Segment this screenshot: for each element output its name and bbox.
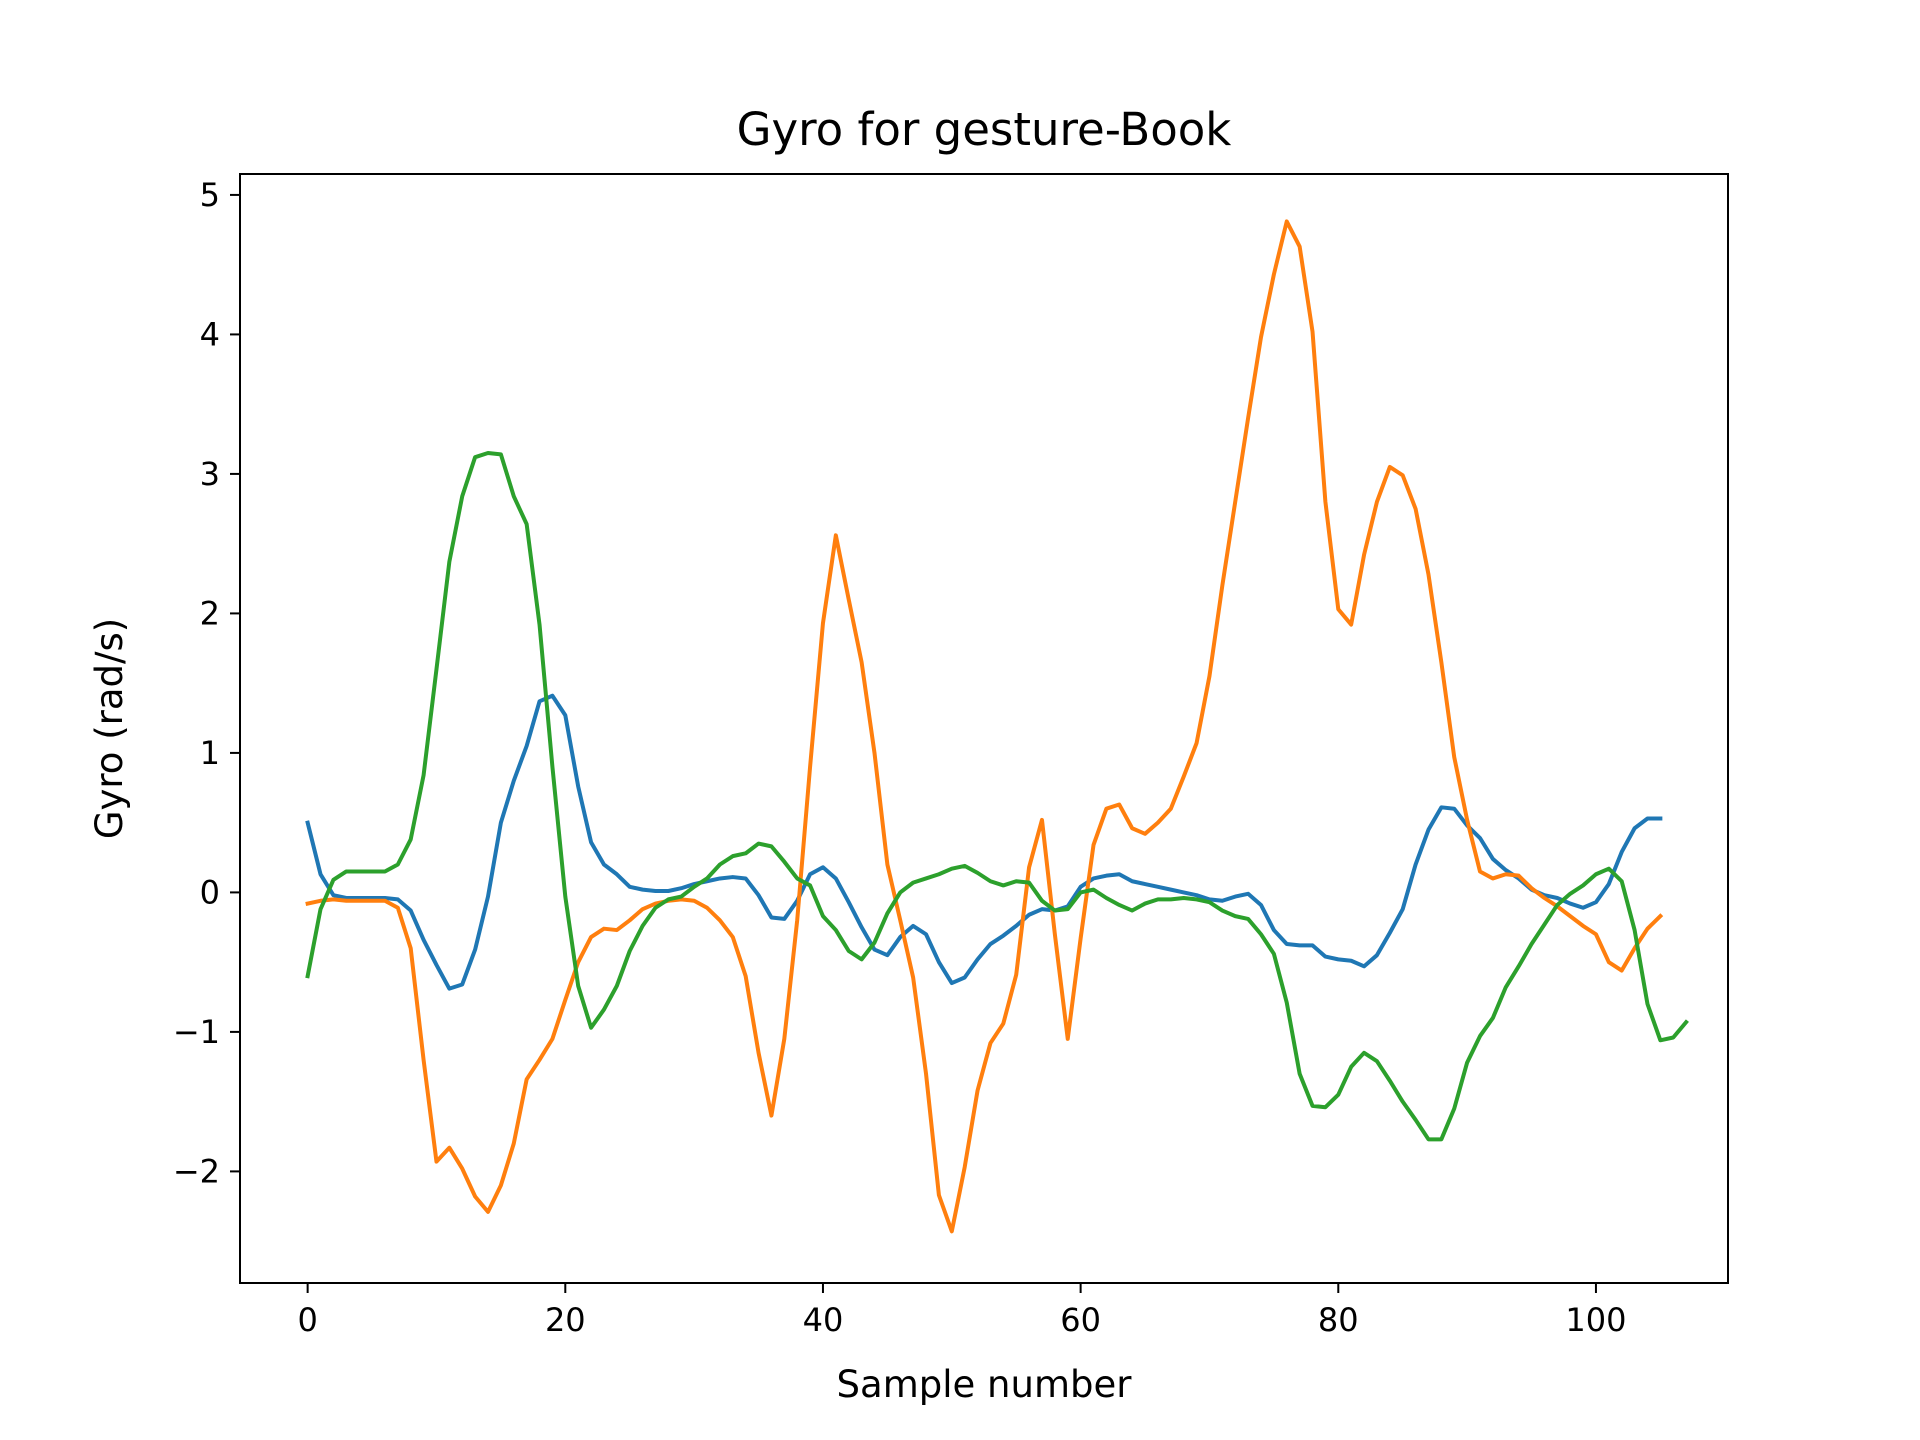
y-axis-ticks: −2 −1 0 1 2 3 4 5 bbox=[173, 176, 240, 1190]
y-tick-label: −1 bbox=[173, 1013, 220, 1051]
chart-title: Gyro for gesture-Book bbox=[737, 103, 1232, 156]
y-tick-label: 5 bbox=[200, 176, 220, 214]
y-axis-title: Gyro (rad/s) bbox=[88, 618, 131, 839]
y-tick-label: 0 bbox=[200, 873, 220, 911]
x-tick-label: 100 bbox=[1565, 1301, 1626, 1339]
x-tick-label: 0 bbox=[297, 1301, 317, 1339]
x-tick-label: 40 bbox=[803, 1301, 844, 1339]
plot-area-frame bbox=[239, 173, 1729, 1284]
series-line-2 bbox=[305, 219, 1664, 1234]
y-tick-label: −2 bbox=[173, 1152, 220, 1190]
x-tick-label: 20 bbox=[545, 1301, 586, 1339]
series-line-1 bbox=[305, 693, 1663, 991]
x-tick-label: 80 bbox=[1318, 1301, 1359, 1339]
y-tick-label: 4 bbox=[200, 315, 220, 353]
series-layer bbox=[305, 219, 1689, 1234]
x-axis-title: Sample number bbox=[837, 1363, 1133, 1406]
y-tick-label: 2 bbox=[200, 594, 220, 632]
series-line-3 bbox=[305, 450, 1689, 1142]
x-tick-label: 60 bbox=[1060, 1301, 1101, 1339]
y-tick-label: 3 bbox=[200, 455, 220, 493]
x-axis-ticks: 0 20 40 60 80 100 bbox=[297, 1283, 1626, 1339]
y-tick-label: 1 bbox=[200, 734, 220, 772]
